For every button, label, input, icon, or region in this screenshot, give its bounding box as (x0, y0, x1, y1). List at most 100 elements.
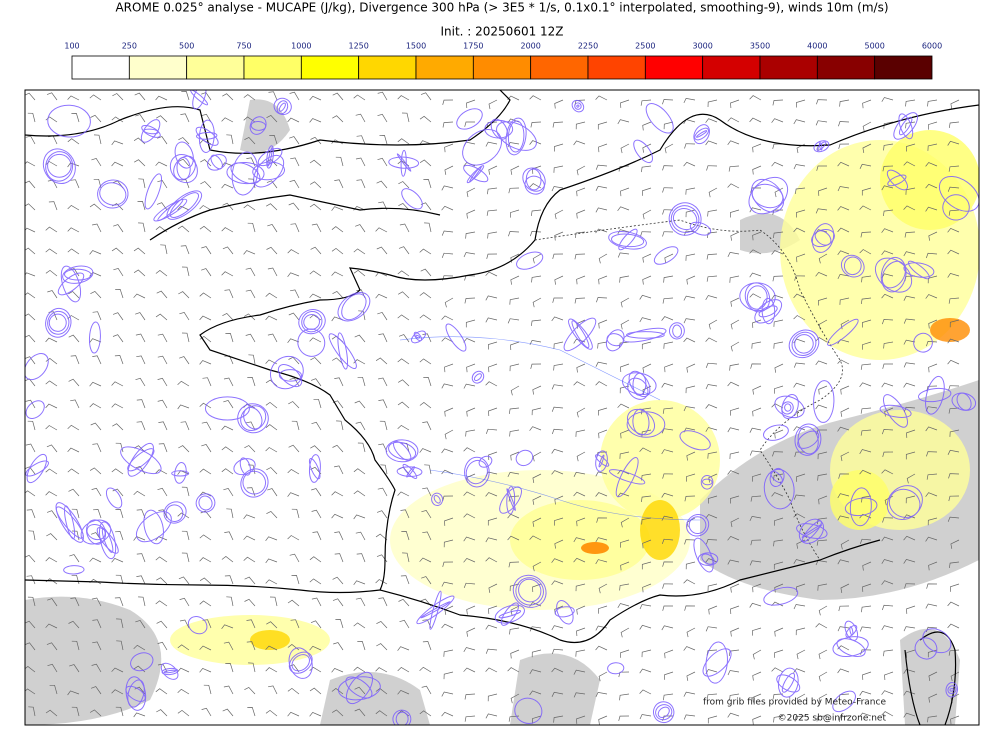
contour (598, 454, 605, 468)
wind-barb (839, 99, 850, 107)
wind-barb (771, 118, 784, 123)
wind-barb (199, 534, 212, 541)
wind-barb (903, 668, 916, 674)
wind-barb (575, 121, 586, 130)
wind-barb (553, 341, 564, 349)
wind-barb (862, 99, 872, 109)
wind-barb (928, 693, 938, 703)
wind-barb (465, 319, 476, 328)
wind-barb (906, 473, 916, 484)
wind-barb (160, 244, 168, 255)
wind-barb (441, 315, 454, 321)
wind-barb (620, 561, 630, 571)
contour (60, 265, 82, 303)
contour (608, 469, 646, 485)
wind-barb (177, 688, 190, 695)
contour (576, 104, 580, 108)
contour (518, 578, 542, 603)
wind-barb (133, 490, 146, 497)
wind-barb (225, 333, 234, 343)
wind-barb (640, 99, 652, 106)
wind-barb (398, 334, 410, 343)
wind-barb (332, 444, 344, 453)
wind-barb (705, 404, 718, 409)
map (25, 90, 979, 725)
wind-barb (419, 710, 432, 717)
wind-barb (398, 598, 410, 607)
wind-barb (199, 225, 212, 233)
wind-barb (663, 341, 674, 349)
wind-barb (947, 338, 960, 344)
wind-barb (45, 468, 58, 475)
wind-barb (595, 164, 608, 170)
contour (456, 108, 483, 130)
wind-barb (90, 422, 102, 431)
wind-barb (730, 99, 740, 109)
contour (505, 117, 527, 156)
colorbar-label: 4000 (807, 42, 827, 51)
wind-barb (595, 471, 608, 477)
wind-barb (532, 583, 542, 593)
contour (849, 487, 872, 527)
wind-barb (551, 648, 564, 655)
wind-barb (441, 448, 454, 454)
wind-barb (25, 356, 36, 365)
colorbar-label: 3500 (750, 42, 770, 51)
contour (801, 524, 823, 539)
wind-barb (639, 668, 652, 674)
wind-barb (510, 275, 520, 285)
wind-barb (443, 539, 454, 548)
wind-barb (683, 161, 696, 167)
wind-barb (947, 516, 960, 522)
wind-barb (595, 228, 608, 234)
wind-barb (573, 140, 586, 146)
wind-barb (639, 317, 652, 323)
wind-barb (353, 666, 366, 673)
contour (628, 370, 651, 398)
wind-barb (662, 209, 674, 215)
contour (97, 179, 129, 209)
wind-barb (573, 381, 586, 387)
wind-barb (818, 671, 828, 682)
wind-barb (134, 686, 146, 695)
wind-barb (463, 557, 476, 563)
wind-barb (509, 583, 520, 592)
contour (506, 486, 516, 515)
wind-barb (727, 559, 740, 565)
wind-barb (837, 274, 850, 280)
wind-barb (927, 99, 938, 107)
contour (574, 102, 582, 110)
contour (130, 652, 154, 672)
wind-barb (642, 121, 652, 131)
wind-barb (25, 642, 36, 651)
wind-barb (793, 494, 806, 500)
contour (345, 671, 374, 705)
wind-barb (353, 468, 366, 475)
wind-barb (598, 429, 608, 439)
wind-barb (882, 517, 894, 523)
contour (670, 205, 700, 233)
wind-barb (749, 293, 762, 299)
wind-barb (267, 333, 278, 343)
contour (266, 145, 274, 169)
wind-barb (749, 450, 762, 456)
wind-barb (881, 293, 894, 299)
wind-barb (620, 429, 630, 439)
wind-barb (793, 604, 806, 610)
contour (47, 310, 70, 335)
wind-barb (598, 583, 608, 594)
wind-barb (840, 539, 850, 550)
wind-barb (529, 231, 542, 237)
contour (794, 334, 814, 354)
wind-barb (529, 95, 542, 101)
wind-barb (353, 269, 366, 277)
wind-barb (224, 575, 234, 585)
wind-barb (928, 561, 938, 571)
wind-barb (465, 429, 476, 437)
wind-barb (507, 667, 520, 673)
wind-barb (661, 449, 674, 455)
contour (746, 285, 768, 310)
wind-barb (510, 209, 520, 218)
wind-barb (510, 649, 520, 659)
wind-barb (290, 223, 300, 233)
